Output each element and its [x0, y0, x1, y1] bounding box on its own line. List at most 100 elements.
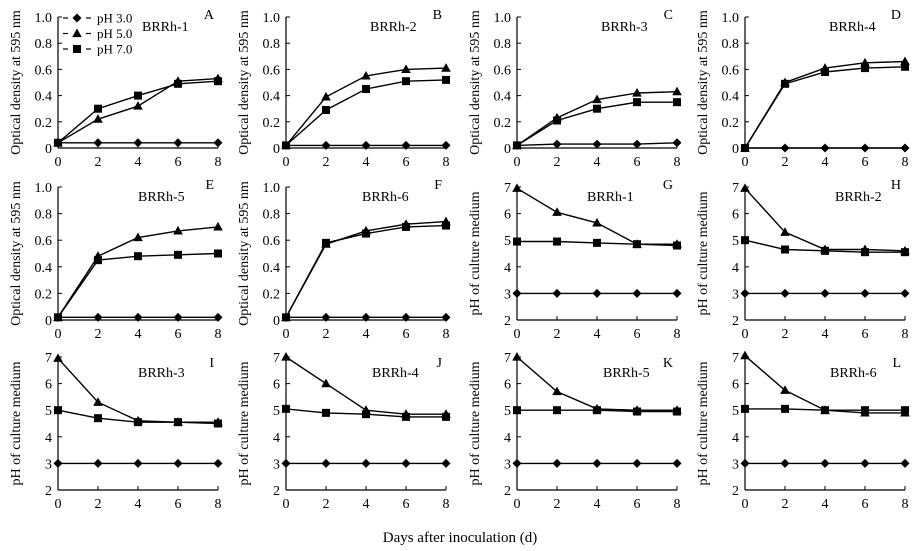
legend-entry-diamond: pH 3.0 [63, 11, 132, 26]
x-tick-label: 8 [443, 497, 450, 512]
series-square [741, 404, 909, 415]
x-tick-label: 6 [403, 327, 410, 342]
series-square [282, 221, 450, 322]
series-diamond [740, 458, 910, 468]
y-axis-label: pH of culture medium [468, 191, 483, 315]
y-tick-label: 7 [732, 351, 739, 366]
y-tick-label: 5 [45, 404, 52, 419]
panel-title: BRRh-3 [138, 366, 185, 381]
legend-marker-diamond [72, 13, 82, 23]
x-tick-label: 0 [283, 497, 290, 512]
x-tick-label: 6 [403, 497, 410, 512]
data-point-diamond [512, 288, 522, 298]
data-point-square [442, 221, 450, 230]
data-point-diamond [592, 139, 602, 149]
data-point-square [94, 256, 102, 265]
legend-label: pH 5.0 [97, 26, 132, 41]
panel-letter: H [891, 178, 901, 193]
data-point-square [633, 240, 641, 249]
x-tick-label: 0 [514, 155, 521, 170]
data-point-diamond [740, 288, 750, 298]
y-tick-label: 6 [732, 378, 739, 393]
y-tick-label: 2 [732, 484, 739, 499]
y-tick-label: 4 [732, 431, 739, 446]
x-tick-label: 0 [55, 497, 62, 512]
data-point-square [94, 104, 102, 113]
data-point-square [673, 98, 681, 107]
y-axis-label: pH of culture medium [468, 361, 483, 485]
data-point-diamond [780, 288, 790, 298]
data-point-square [54, 406, 62, 415]
panel-title: BRRh-5 [603, 366, 650, 381]
panel-title: BRRh-6 [362, 190, 409, 205]
data-point-square [901, 62, 909, 71]
data-point-diamond [441, 458, 451, 468]
x-tick-label: 4 [363, 155, 370, 170]
data-point-diamond [173, 458, 183, 468]
panel-letter: I [209, 356, 214, 371]
data-point-diamond [93, 312, 103, 322]
data-point-square [741, 404, 749, 413]
data-point-diamond [281, 458, 291, 468]
data-point-diamond [361, 458, 371, 468]
data-point-square [54, 138, 62, 147]
data-point-diamond [860, 143, 870, 153]
data-point-diamond [820, 143, 830, 153]
data-point-square [781, 245, 789, 254]
x-tick-label: 4 [135, 497, 142, 512]
data-point-diamond [213, 458, 223, 468]
y-tick-label: 3 [732, 287, 739, 302]
y-tick-label: 0.2 [35, 287, 53, 302]
data-point-diamond [321, 458, 331, 468]
data-point-diamond [133, 458, 143, 468]
data-point-square [402, 222, 410, 231]
panel-title: BRRh-4 [829, 20, 876, 35]
y-tick-label: 2 [504, 314, 511, 329]
data-point-diamond [401, 312, 411, 322]
y-tick-label: 0.4 [35, 261, 53, 276]
panel-e: 0 0.2 0.4 0.6 0.8 1.0 0 2 4 6 8 Optical density at … [9, 178, 223, 342]
y-tick-label: 3 [273, 457, 280, 472]
data-point-triangle [321, 91, 331, 101]
x-tick-label: 2 [323, 327, 330, 342]
y-tick-label: 7 [45, 351, 52, 366]
data-point-square [673, 241, 681, 250]
panel-title: BRRh-4 [372, 366, 419, 381]
data-point-square [442, 75, 450, 84]
y-axis-label: Optical density at 595 nm [237, 10, 252, 155]
y-tick-label: 7 [504, 351, 511, 366]
y-tick-label: 4 [45, 431, 52, 446]
data-point-triangle [361, 70, 371, 80]
x-tick-label: 8 [215, 497, 222, 512]
x-tick-label: 4 [363, 327, 370, 342]
panel-letter: L [892, 356, 901, 371]
data-point-diamond [780, 143, 790, 153]
y-tick-label: 2 [45, 484, 52, 499]
y-tick-label: 0.8 [494, 37, 512, 52]
data-point-diamond [401, 458, 411, 468]
x-tick-label: 2 [95, 497, 102, 512]
data-point-square [593, 406, 601, 415]
data-point-diamond [820, 458, 830, 468]
x-tick-label: 6 [862, 327, 869, 342]
data-point-square [781, 404, 789, 413]
y-tick-label: 0.6 [263, 234, 281, 249]
data-point-square [322, 106, 330, 115]
y-tick-label: 5 [504, 234, 511, 249]
x-tick-label: 4 [822, 497, 829, 512]
panel-title: BRRh-1 [142, 20, 189, 35]
y-tick-label: 1.0 [494, 11, 512, 26]
y-axis-label: pH of culture medium [696, 361, 711, 485]
data-point-square [214, 419, 222, 428]
series-square [513, 98, 681, 150]
y-tick-label: 0.6 [35, 63, 53, 78]
y-tick-label: 0.4 [263, 90, 281, 105]
series-diamond [53, 312, 223, 322]
data-point-square [513, 237, 521, 246]
y-axis-label: Optical density at 595 nm [468, 10, 483, 155]
x-tick-label: 2 [554, 497, 561, 512]
panel-letter: F [434, 178, 442, 193]
legend-label: pH 3.0 [97, 11, 132, 26]
